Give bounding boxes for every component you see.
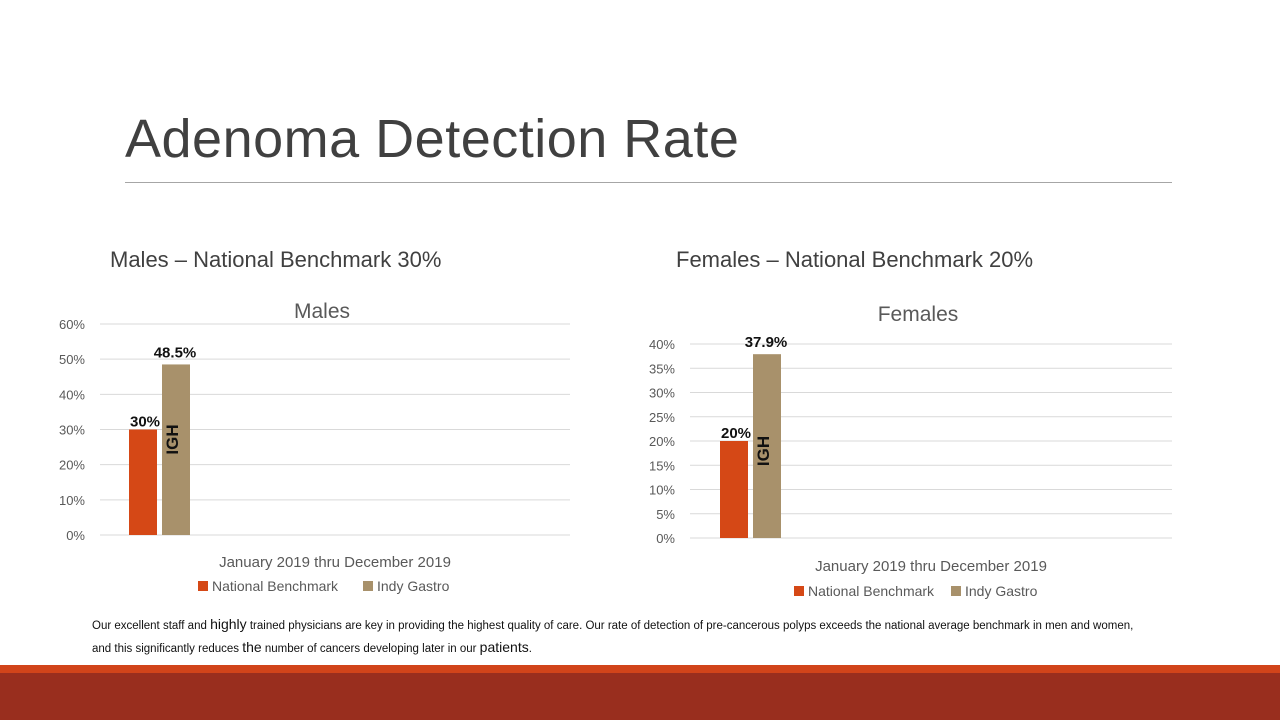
bar-indy-gastro xyxy=(753,354,781,538)
legend-label: Indy Gastro xyxy=(965,583,1038,599)
data-label: 20% xyxy=(721,425,751,442)
data-label: 48.5% xyxy=(154,344,197,361)
y-tick-label: 30% xyxy=(649,386,675,401)
y-tick-label: 5% xyxy=(656,507,675,522)
legend-swatch xyxy=(794,586,804,596)
footnote-segment: . xyxy=(528,643,532,655)
y-tick-label: 50% xyxy=(59,352,85,367)
slide-title: Adenoma Detection Rate xyxy=(125,109,740,169)
footnote: Our excellent staff and highly trained p… xyxy=(92,614,1152,660)
data-label: 37.9% xyxy=(745,334,788,351)
chart-title: Males xyxy=(294,300,350,323)
footnote-segment: patients xyxy=(479,639,529,655)
y-tick-label: 25% xyxy=(649,410,675,425)
footnote-segment: number of cancers developing later in ou… xyxy=(261,643,480,655)
y-tick-label: 15% xyxy=(649,458,675,473)
data-label: 30% xyxy=(130,414,160,431)
footnote-segment: highly xyxy=(210,616,247,632)
legend-swatch xyxy=(951,586,961,596)
y-tick-label: 20% xyxy=(59,458,85,473)
legend-swatch xyxy=(363,581,373,591)
legend-label: Indy Gastro xyxy=(377,578,450,594)
footer-band xyxy=(0,673,1280,720)
title-divider xyxy=(125,182,1172,183)
bar-text-label: IGH xyxy=(163,424,182,454)
footnote-segment: the xyxy=(242,639,262,655)
bar-national-benchmark xyxy=(720,441,748,538)
y-tick-label: 30% xyxy=(59,423,85,438)
bar-indy-gastro xyxy=(162,364,190,535)
y-tick-label: 0% xyxy=(656,531,675,546)
chart-title: Females xyxy=(878,303,959,326)
footnote-segment: Our excellent staff and xyxy=(92,620,211,632)
legend-label: National Benchmark xyxy=(808,583,935,599)
males-section-label: Males – National Benchmark 30% xyxy=(110,247,442,272)
y-tick-label: 10% xyxy=(649,483,675,498)
y-tick-label: 20% xyxy=(649,434,675,449)
x-category-label: January 2019 thru December 2019 xyxy=(219,554,451,571)
bar-text-label: IGH xyxy=(754,436,773,466)
y-tick-label: 60% xyxy=(59,317,85,332)
legend-label: National Benchmark xyxy=(212,578,339,594)
footer-accent-bar xyxy=(0,665,1280,673)
y-tick-label: 10% xyxy=(59,493,85,508)
females-section-label: Females – National Benchmark 20% xyxy=(676,247,1034,272)
y-tick-label: 40% xyxy=(649,337,675,352)
footnote-segment: trained physicians are key in providing … xyxy=(92,620,1134,655)
legend-swatch xyxy=(198,581,208,591)
x-category-label: January 2019 thru December 2019 xyxy=(815,558,1047,575)
y-tick-label: 0% xyxy=(66,528,85,543)
y-tick-label: 35% xyxy=(649,361,675,376)
y-tick-label: 40% xyxy=(59,387,85,402)
bar-national-benchmark xyxy=(129,429,157,535)
